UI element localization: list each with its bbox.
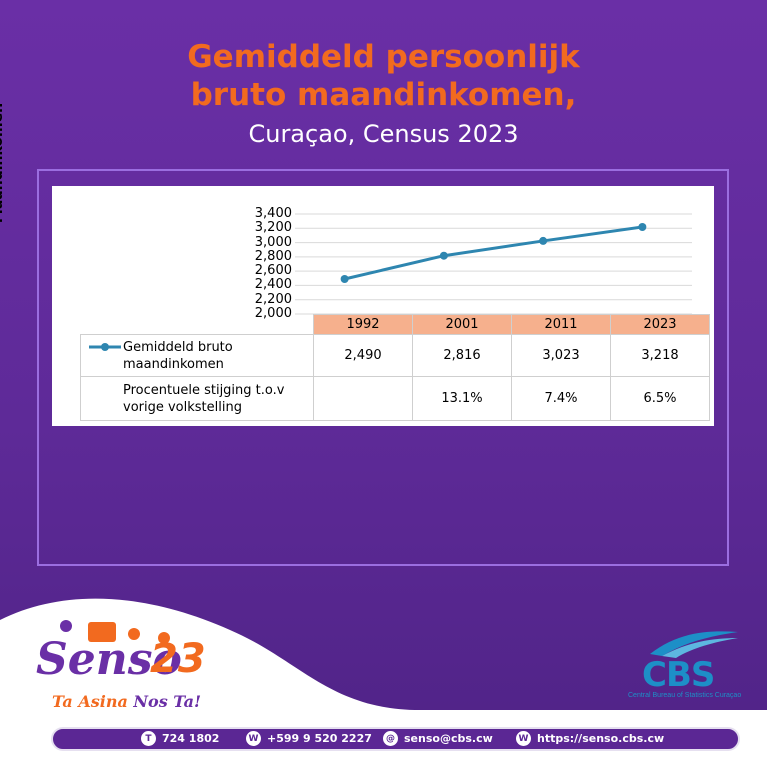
table-cell: [313, 376, 413, 421]
footer-email[interactable]: @ senso@cbs.cw: [383, 731, 493, 746]
table-row: Procentuele stijging t.o.v vorige volkst…: [80, 376, 710, 421]
cbs-wordmark: CBS: [642, 655, 715, 695]
x-tick-label: 1992: [313, 314, 413, 335]
footer-website[interactable]: W https://senso.cbs.cw: [516, 731, 664, 746]
y-tick-label: 3,400: [254, 206, 292, 221]
y-tick-label: 2,200: [254, 291, 292, 307]
y-tick-label: 3,000: [254, 234, 292, 250]
page-subtitle: Curaçao, Census 2023: [248, 120, 519, 148]
table-cell: 3,218: [610, 334, 710, 377]
data-table: 1992 2001 2011 2023 Gemiddeld bruto maan…: [80, 314, 710, 421]
senso-number: 23: [150, 636, 206, 682]
content-frame: [37, 169, 729, 566]
legend-label: Gemiddeld bruto maandinkomen: [123, 339, 233, 372]
cbs-subtitle: Central Bureau of Statistics Curaçao: [628, 692, 742, 699]
table-cell: 13.1%: [412, 376, 512, 421]
row-label: Procentuele stijging t.o.v vorige volkst…: [80, 376, 314, 421]
person-icon: [60, 620, 72, 632]
table-cell: 7.4%: [511, 376, 611, 421]
footer-phone[interactable]: T 724 1802: [141, 731, 219, 746]
whatsapp-icon: W: [246, 731, 261, 746]
table-cell: 3,023: [511, 334, 611, 377]
senso-wordmark: Senso: [36, 634, 182, 685]
page-title: Gemiddeld persoonlijk bruto maandinkomen…: [0, 38, 767, 114]
y-tick-label: 2,600: [254, 263, 292, 279]
y-tick-label: 3,200: [254, 220, 292, 236]
footer-whatsapp[interactable]: W +599 9 520 2227: [246, 731, 372, 746]
email-icon: @: [383, 731, 398, 746]
x-tick-label: 2001: [412, 314, 512, 335]
cbs-wave-icon: [650, 631, 738, 658]
phone-icon: T: [141, 731, 156, 746]
table-cell: 2,490: [313, 334, 413, 377]
web-icon: W: [516, 731, 531, 746]
title-line-2: bruto maandinkomen,: [190, 77, 577, 113]
y-tick-label: 2,400: [254, 277, 292, 293]
y-axis-label: Maandinkomen: [0, 102, 6, 224]
y-tick-label: 2,000: [254, 306, 292, 321]
legend-marker: [89, 342, 121, 351]
person-icon: [128, 628, 140, 640]
person-icon: [158, 632, 170, 644]
table-header-row: 1992 2001 2011 2023: [81, 314, 710, 335]
table-row: Gemiddeld bruto maandinkomen 2,490 2,816…: [80, 334, 710, 377]
x-tick-label: 2011: [511, 314, 611, 335]
x-tick-label: 2023: [610, 314, 710, 335]
legend-entry: Gemiddeld bruto maandinkomen: [80, 334, 314, 377]
y-tick-label: 2,800: [254, 248, 292, 264]
senso-tagline: Ta Asina Nos Ta!: [52, 692, 202, 711]
table-cell: 2,816: [412, 334, 512, 377]
title-line-1: Gemiddeld persoonlijk: [187, 39, 580, 75]
table-cell: 6.5%: [610, 376, 710, 421]
monitor-icon: [88, 622, 116, 642]
